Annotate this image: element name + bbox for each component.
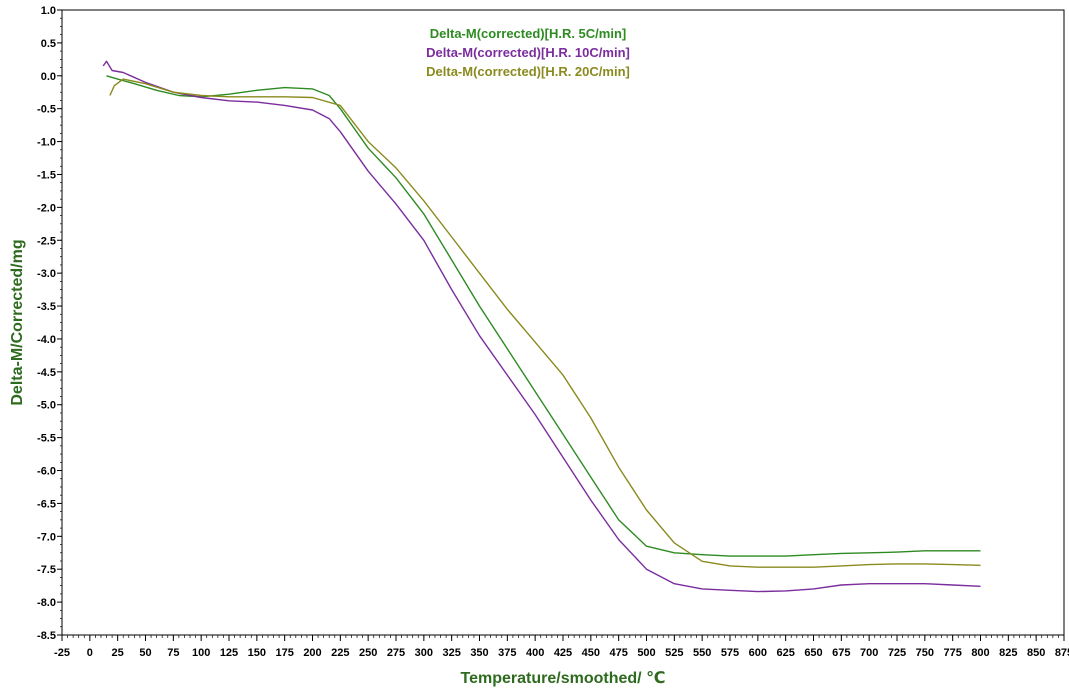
y-tick-label: -4.5 <box>37 367 56 379</box>
x-tick-label: 775 <box>943 647 961 659</box>
x-tick-label: 425 <box>554 647 572 659</box>
series-line-1 <box>106 75 981 557</box>
x-tick-label: 550 <box>693 647 711 659</box>
x-tick-label: 725 <box>888 647 906 659</box>
y-tick-label: 0.5 <box>41 38 56 50</box>
series-lines <box>102 60 981 593</box>
x-tick-label: 325 <box>442 647 460 659</box>
legend-entry-3: Delta-M(corrected)[H.R. 20C/min] <box>426 64 630 79</box>
y-tick-label: -6.5 <box>37 498 56 510</box>
y-tick-label: -3.0 <box>37 268 56 280</box>
y-tick-label: 0.0 <box>41 71 56 83</box>
y-tick-label: -5.5 <box>37 433 56 445</box>
x-tick-label: 575 <box>721 647 739 659</box>
x-tick-label: 525 <box>665 647 683 659</box>
y-axis-title: Delta-M/Corrected/mg <box>9 239 26 405</box>
x-tick-label: 800 <box>971 647 989 659</box>
x-tick-label: 650 <box>804 647 822 659</box>
legend-entry-2: Delta-M(corrected)[H.R. 10C/min] <box>426 45 630 60</box>
x-tick-label: 700 <box>860 647 878 659</box>
y-tick-label: -4.0 <box>37 334 56 346</box>
x-tick-label: 675 <box>832 647 850 659</box>
plot-frame <box>61 9 1065 636</box>
x-tick-label: 500 <box>637 647 655 659</box>
x-tick-label: 400 <box>526 647 544 659</box>
x-tick-label: 350 <box>470 647 488 659</box>
x-tick-label: 175 <box>275 647 293 659</box>
y-tick-label: -1.5 <box>37 169 56 181</box>
y-tick-label: -6.0 <box>37 466 56 478</box>
y-axis: 1.0 0.5 0.0 -0.5 -1.0 -1.5 -2.0 -2.5 -3.0 -3.5 -4.… <box>37 5 62 642</box>
y-tick-label: 1.0 <box>41 5 56 17</box>
plot-area <box>61 9 1065 636</box>
y-tick-label: -2.5 <box>37 235 56 247</box>
x-tick-label: 75 <box>167 647 179 659</box>
x-tick-label: 450 <box>582 647 600 659</box>
x-tick-label: 200 <box>303 647 321 659</box>
x-tick-label: 825 <box>999 647 1017 659</box>
x-tick-label: 100 <box>192 647 210 659</box>
x-axis: -25 0 25 50 75 100 125 150 175 200 225 250 275 300 325… <box>54 635 1069 659</box>
x-tick-label: 375 <box>498 647 516 659</box>
y-tick-label: -2.0 <box>37 202 56 214</box>
x-tick-label: 275 <box>387 647 405 659</box>
x-tick-label: 25 <box>112 647 124 659</box>
y-tick-label: -8.5 <box>37 630 56 642</box>
series-line-2 <box>102 60 981 593</box>
x-tick-label: 625 <box>776 647 794 659</box>
y-tick-label: -7.5 <box>37 564 56 576</box>
y-tick-label: -3.5 <box>37 301 56 313</box>
x-tick-label: 300 <box>415 647 433 659</box>
x-tick-label: 875 <box>1055 647 1069 659</box>
x-tick-label: 225 <box>331 647 349 659</box>
series-line-3 <box>109 78 981 568</box>
x-tick-label: 750 <box>916 647 934 659</box>
y-tick-label: -8.0 <box>37 597 56 609</box>
y-tick-label: -7.0 <box>37 531 56 543</box>
legend-entry-1: Delta-M(corrected)[H.R. 5C/min] <box>430 26 626 41</box>
x-tick-label: 125 <box>220 647 238 659</box>
x-axis-title: Temperature/smoothed/ ℃ <box>461 670 666 687</box>
x-tick-label: 475 <box>609 647 627 659</box>
x-tick-label: 50 <box>139 647 151 659</box>
x-tick-label: 0 <box>87 647 93 659</box>
x-tick-label: 250 <box>359 647 377 659</box>
y-tick-label: -0.5 <box>37 104 56 116</box>
x-tick-label: 150 <box>248 647 266 659</box>
x-tick-label: -25 <box>54 647 70 659</box>
x-tick-label: 850 <box>1027 647 1045 659</box>
legend: Delta-M(corrected)[H.R. 5C/min] Delta-M(c… <box>426 26 630 79</box>
y-tick-label: -1.0 <box>37 137 56 149</box>
y-tick-label: -5.0 <box>37 400 56 412</box>
x-tick-label: 600 <box>749 647 767 659</box>
